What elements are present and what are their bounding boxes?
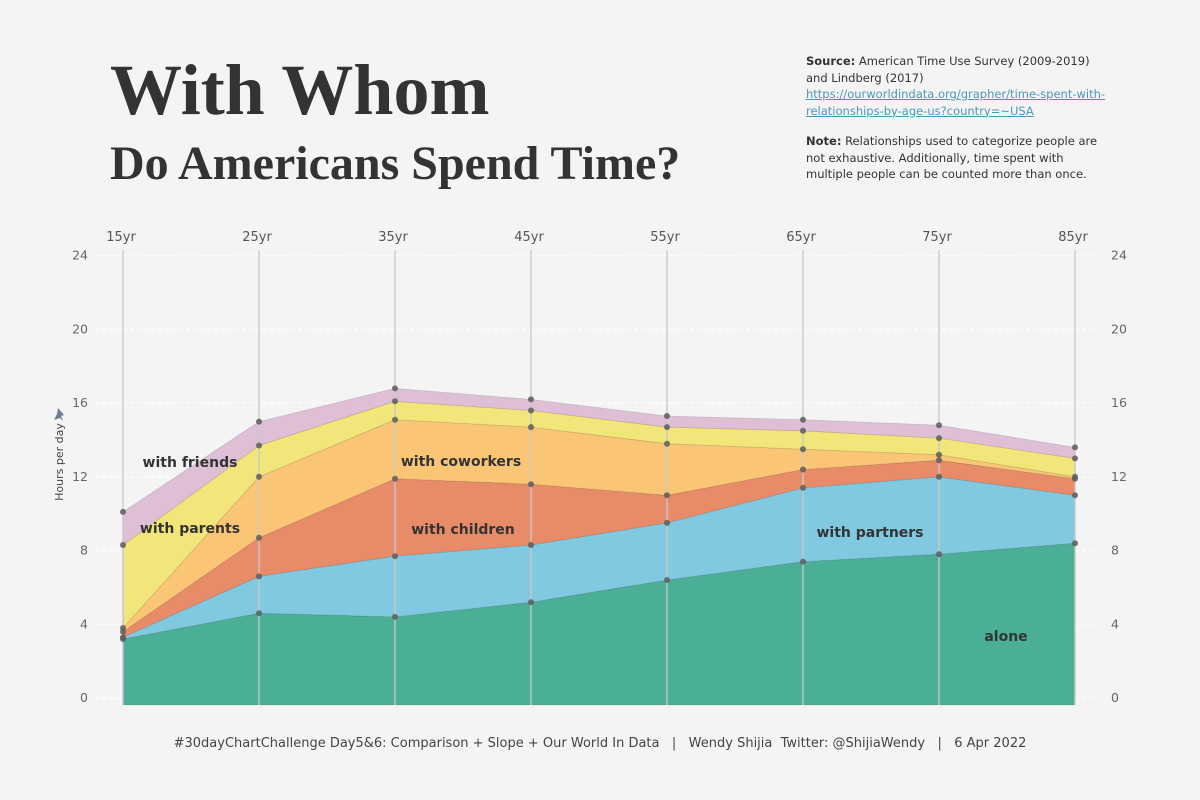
- x-tick-label: 15yr: [106, 230, 136, 245]
- data-point: [120, 508, 126, 515]
- data-point: [936, 457, 942, 464]
- footer-date: 6 Apr 2022: [954, 736, 1027, 751]
- note-body: Relationships used to categorize people …: [806, 134, 1098, 181]
- x-tick-label: 65yr: [786, 230, 816, 245]
- data-point: [664, 424, 670, 431]
- data-point: [800, 416, 806, 423]
- data-point: [936, 435, 942, 442]
- data-point: [392, 416, 398, 423]
- y-tick-label: 0: [1111, 690, 1119, 705]
- series-label: with partners: [816, 525, 923, 541]
- series-label: with parents: [140, 521, 240, 537]
- y-tick-label: 24: [72, 248, 88, 263]
- x-tick-label: 75yr: [922, 230, 952, 245]
- source-link[interactable]: https://ourworldindata.org/grapher/time-…: [806, 87, 1106, 118]
- data-point: [528, 396, 534, 403]
- data-point: [800, 427, 806, 434]
- data-point: [1072, 444, 1078, 451]
- data-point: [528, 542, 534, 548]
- chart-subtitle: Do Americans Spend Time?: [110, 137, 681, 190]
- y-tick-label: 12: [1111, 469, 1127, 484]
- data-point: [1072, 455, 1078, 462]
- data-point: [800, 558, 806, 565]
- data-point: [392, 613, 398, 620]
- y-tick-label: 20: [72, 321, 88, 336]
- data-point: [256, 418, 262, 425]
- x-tick-label: 85yr: [1058, 230, 1088, 245]
- data-point: [1072, 492, 1078, 499]
- series-label: with friends: [143, 455, 238, 471]
- data-point: [392, 385, 398, 392]
- data-point: [1072, 473, 1078, 480]
- data-point: [256, 573, 262, 580]
- source-label: Source:: [806, 54, 856, 68]
- x-tick-label: 45yr: [514, 230, 544, 245]
- x-tick-label: 35yr: [378, 230, 408, 245]
- data-point: [256, 534, 262, 541]
- data-point: [664, 492, 670, 499]
- data-point: [392, 553, 398, 560]
- data-point: [664, 577, 670, 583]
- data-point: [256, 610, 262, 617]
- data-point: [528, 424, 534, 431]
- data-point: [936, 422, 942, 429]
- x-tick-label: 55yr: [650, 230, 680, 245]
- data-point: [800, 446, 806, 453]
- series-label: alone: [984, 629, 1027, 645]
- data-point: [664, 440, 670, 447]
- y-tick-label: 24: [1111, 248, 1127, 263]
- data-point: [528, 407, 534, 414]
- chart-title: With Whom: [110, 50, 490, 130]
- footer: #30dayChartChallenge Day5&6: Comparison …: [173, 736, 1027, 751]
- data-point: [256, 442, 262, 449]
- data-point: [800, 466, 806, 473]
- notes-block: Source: American Time Use Survey (2009-2…: [806, 53, 1106, 183]
- y-tick-label: 4: [80, 616, 88, 631]
- data-point: [120, 634, 126, 641]
- source-text: Source: American Time Use Survey (2009-2…: [806, 53, 1106, 86]
- series-label: with coworkers: [401, 454, 521, 470]
- footer-author: Wendy Shijia Twitter: @ShijiaWendy: [688, 736, 926, 751]
- note-label: Note:: [806, 134, 842, 148]
- data-point: [528, 481, 534, 488]
- data-point: [664, 519, 670, 526]
- y-tick-label: 0: [80, 690, 88, 705]
- pin-icon: [54, 408, 64, 421]
- data-point: [120, 625, 126, 631]
- y-tick-label: 12: [72, 469, 88, 484]
- series-label: with children: [411, 522, 515, 538]
- y-tick-label: 4: [1111, 616, 1119, 631]
- data-point: [936, 451, 942, 458]
- source-body: American Time Use Survey (2009-2019) and…: [806, 54, 1090, 85]
- data-point: [120, 542, 126, 548]
- data-point: [392, 475, 398, 482]
- note-text: Note: Relationships used to categorize p…: [806, 133, 1106, 183]
- y-tick-label: 8: [80, 543, 88, 558]
- data-point: [936, 551, 942, 558]
- y-tick-label: 8: [1111, 543, 1119, 558]
- data-point: [664, 413, 670, 419]
- y-tick-label: 20: [1111, 321, 1127, 336]
- data-point: [936, 473, 942, 480]
- data-point: [800, 484, 806, 491]
- data-point: [528, 599, 534, 606]
- footer-challenge: #30dayChartChallenge Day5&6: Comparison …: [173, 736, 660, 751]
- data-point: [392, 398, 398, 405]
- y-axis-label: Hours per day: [53, 423, 66, 501]
- x-tick-label: 25yr: [242, 230, 272, 245]
- y-tick-label: 16: [72, 395, 88, 410]
- data-point: [1072, 540, 1078, 547]
- data-point: [256, 473, 262, 480]
- y-tick-label: 16: [1111, 395, 1127, 410]
